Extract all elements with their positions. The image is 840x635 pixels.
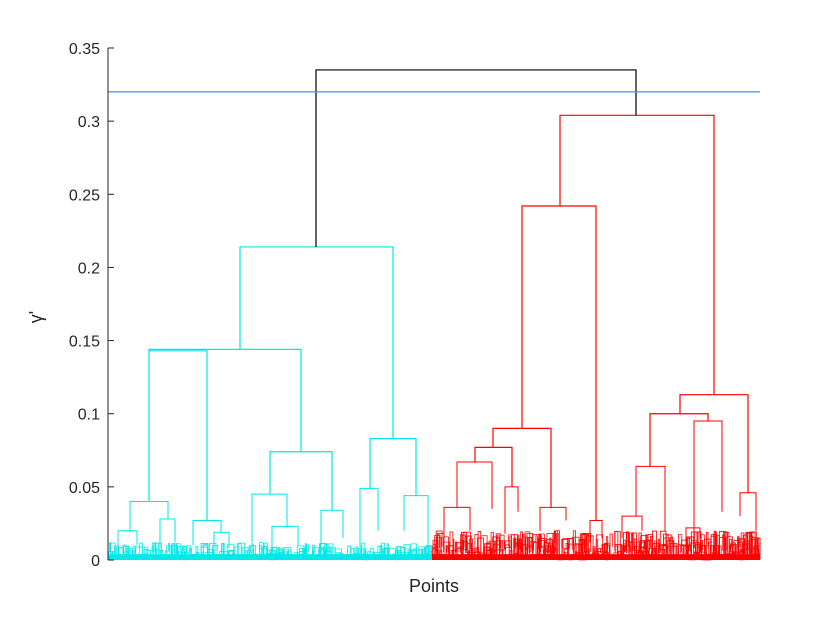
y-tick-label: 0.3 (78, 114, 100, 131)
dendrogram-link (493, 428, 551, 507)
dendrogram-link (505, 541, 511, 552)
y-tick-label: 0.2 (78, 260, 100, 277)
dendrogram-link (404, 496, 428, 549)
dendrogram-link (475, 447, 512, 486)
dendrogram-link (727, 532, 729, 554)
y-tick-label: 0.1 (78, 407, 100, 424)
dendrogram-link (650, 414, 708, 467)
dendrogram-link (505, 487, 518, 534)
dendrogram-link (560, 115, 714, 394)
dendrogram-link (316, 70, 636, 247)
leaf-band (432, 554, 760, 560)
dendrogram-link (252, 494, 287, 542)
dendrogram-link (497, 537, 499, 556)
dendrogram-link (240, 247, 393, 439)
dendrogram-link (149, 349, 301, 451)
y-tick-label: 0.25 (69, 187, 100, 204)
dendrogram-link (130, 501, 168, 530)
dendrogram-link (694, 421, 722, 538)
dendrogram-link (321, 510, 343, 548)
dendrogram-link (270, 452, 332, 511)
dendrogram-link (740, 493, 756, 531)
dendrogram-link (457, 462, 492, 509)
dendrogram-links (108, 70, 760, 560)
x-axis-label: Points (409, 576, 459, 596)
dendrogram-link (193, 521, 221, 546)
y-tick-label: 0.05 (69, 480, 100, 497)
dendrogram-link (168, 544, 169, 554)
dendrogram-link (627, 532, 629, 554)
dendrogram-link (636, 466, 665, 530)
dendrogram-link (149, 351, 207, 521)
y-axis: 0 0.05 0.1 0.15 0.2 0.25 0.3 0.35 (69, 41, 114, 570)
dendrogram-link (596, 539, 598, 548)
dendrogram-link (447, 546, 449, 552)
y-tick-label: 0.15 (69, 334, 100, 351)
leaf-band (108, 554, 432, 560)
dendrogram-link (631, 534, 632, 556)
dendrogram-link (370, 439, 416, 496)
y-axis-label: γ' (26, 311, 46, 323)
y-tick-label: 0 (91, 553, 100, 570)
dendrogram-link (522, 206, 596, 521)
y-tick-label: 0.35 (69, 41, 100, 58)
dendrogram-link (540, 507, 566, 530)
dendrogram-link (680, 395, 748, 493)
